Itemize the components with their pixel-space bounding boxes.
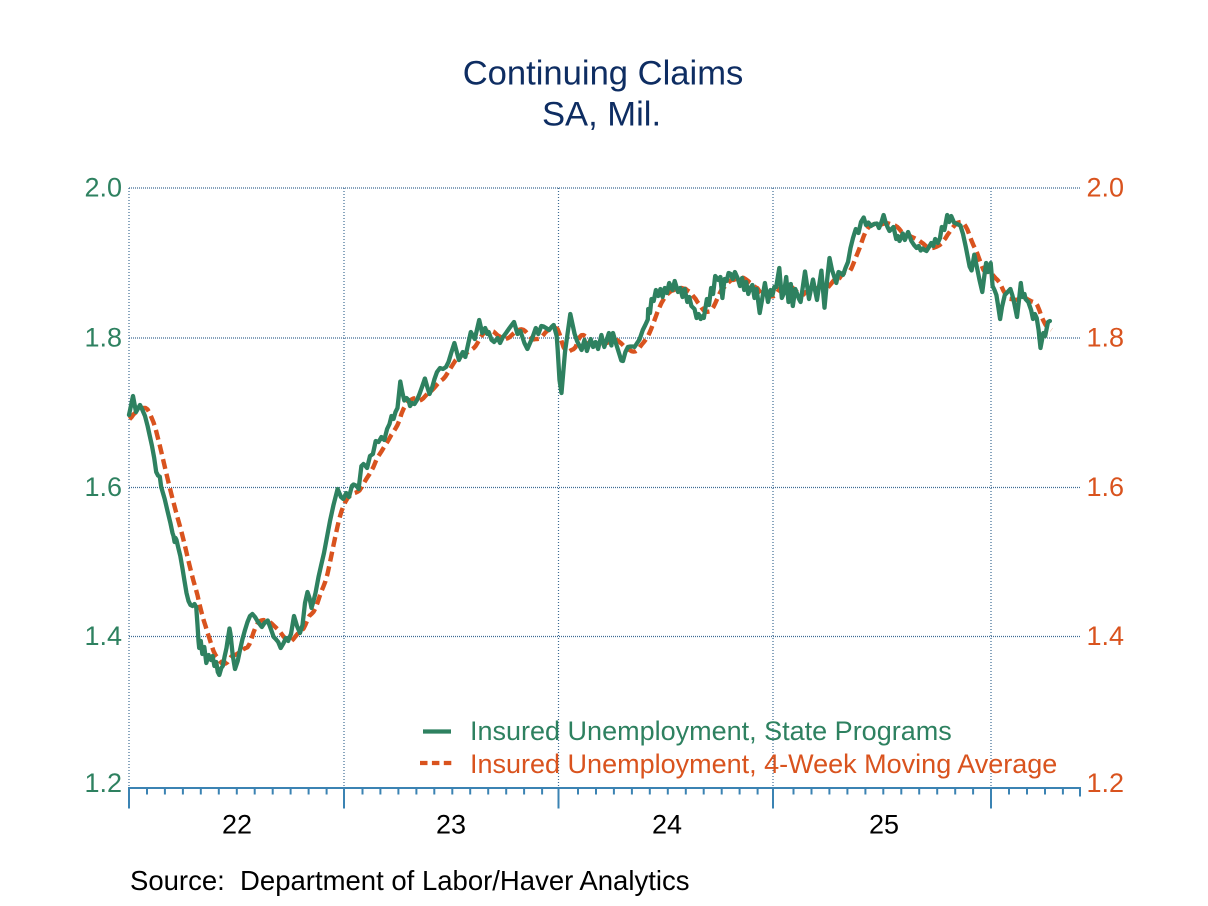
svg-text:23: 23	[436, 810, 466, 840]
svg-text:Source: Department of Labor/H: Source: Department of Labor/Haver Analyt…	[130, 865, 689, 896]
svg-text:25: 25	[869, 810, 899, 840]
svg-text:1.6: 1.6	[1087, 472, 1125, 502]
svg-text:1.6: 1.6	[84, 472, 122, 502]
svg-text:24: 24	[652, 810, 682, 840]
svg-text:22: 22	[222, 810, 252, 840]
svg-text:Insured Unemployment, State Pr: Insured Unemployment, State Programs	[470, 716, 952, 746]
svg-text:2.0: 2.0	[84, 173, 122, 203]
svg-text:1.8: 1.8	[84, 323, 122, 353]
svg-text:2.0: 2.0	[1087, 173, 1125, 203]
svg-text:1.4: 1.4	[84, 621, 122, 651]
svg-text:1.2: 1.2	[1087, 768, 1125, 798]
svg-text:SA, Mil.: SA, Mil.	[542, 96, 661, 134]
svg-text:1.4: 1.4	[1087, 621, 1125, 651]
svg-text:Insured Unemployment, 4-Week M: Insured Unemployment, 4-Week Moving Aver…	[470, 749, 1057, 779]
svg-text:1.2: 1.2	[84, 768, 122, 798]
svg-text:Continuing Claims: Continuing Claims	[463, 55, 744, 93]
svg-text:1.8: 1.8	[1087, 323, 1125, 353]
